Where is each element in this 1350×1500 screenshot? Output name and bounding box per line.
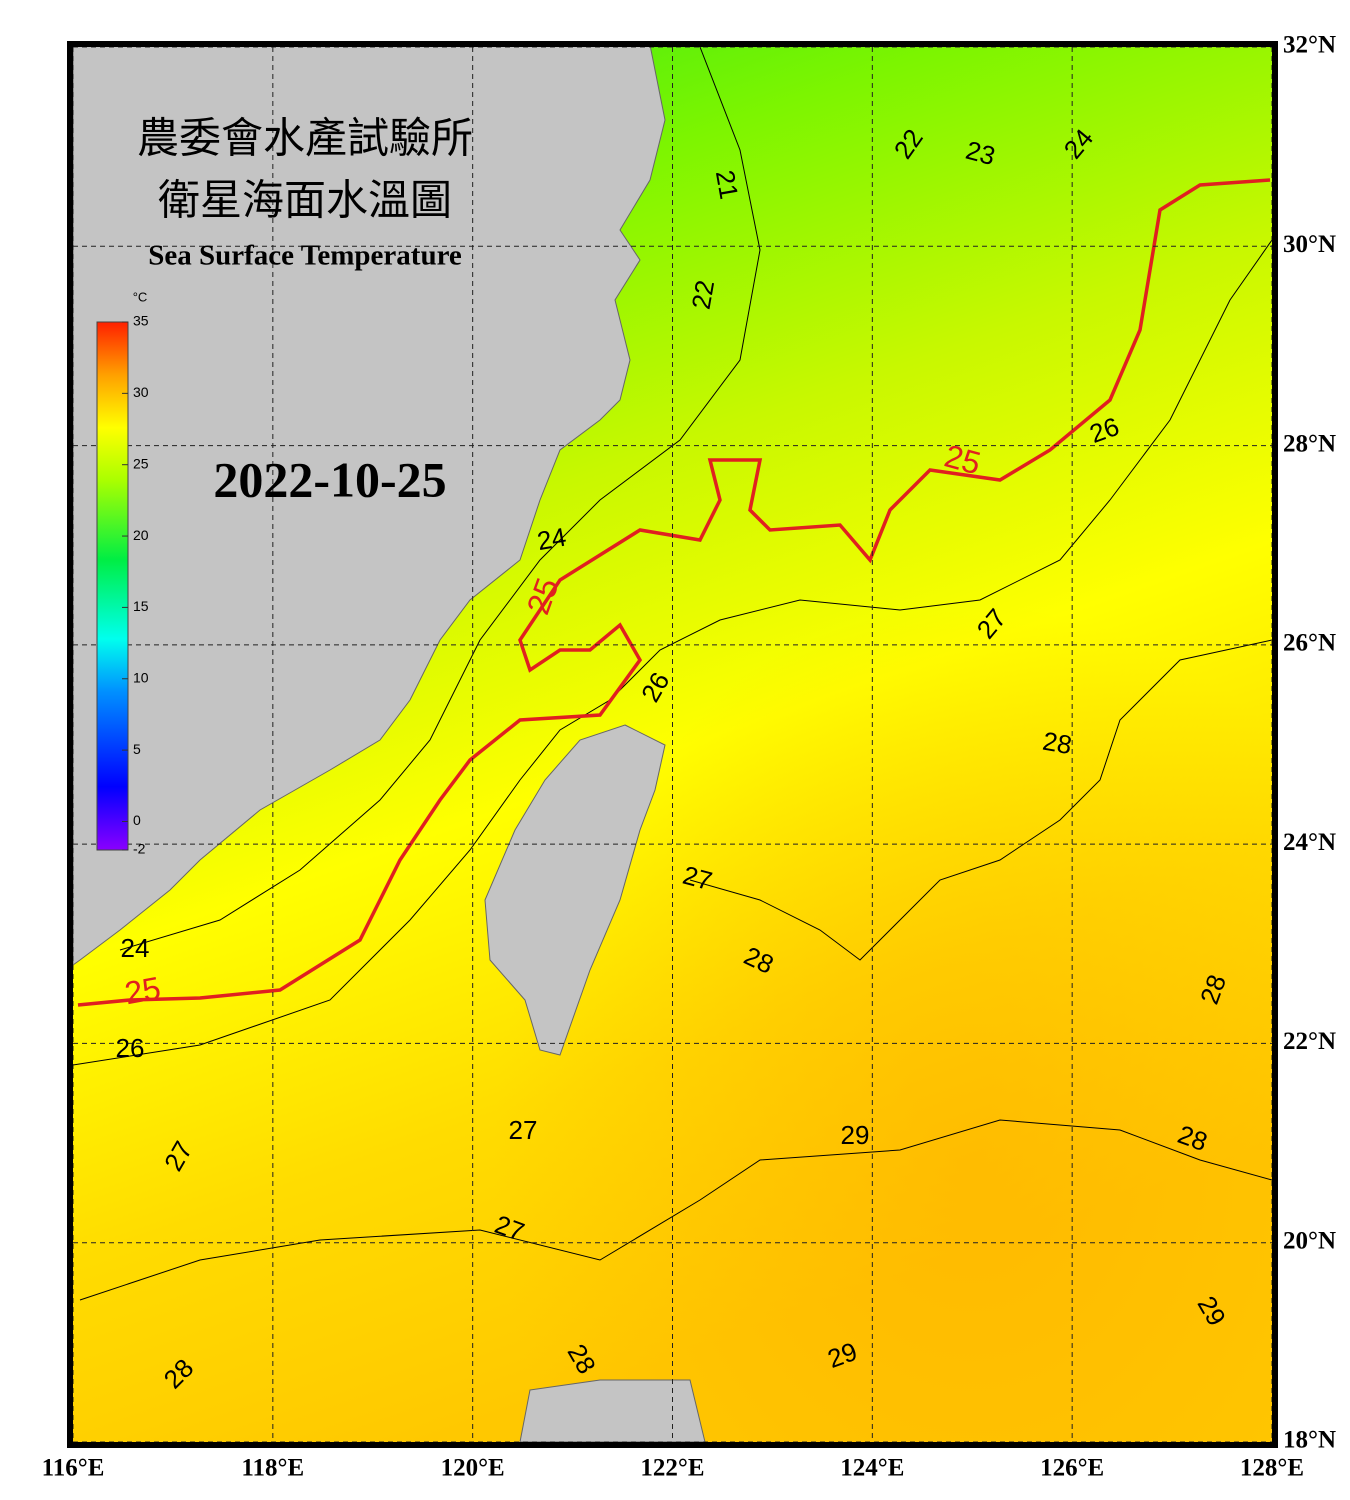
colorbar-unit: °C [133, 289, 148, 304]
contour-line [73, 239, 1272, 1066]
lat-label: 28°N [1283, 430, 1336, 457]
colorbar-tick-label: -2 [133, 841, 146, 857]
lat-label: 30°N [1283, 231, 1336, 258]
colorbar-tick-label: 35 [133, 313, 149, 329]
lat-label: 18°N [1283, 1427, 1336, 1454]
lon-label: 118°E [241, 1455, 304, 1482]
lon-label: 124°E [840, 1455, 904, 1482]
lat-label: 26°N [1283, 630, 1336, 657]
contour-line [79, 1119, 1272, 1301]
contour-label: 29 [841, 1120, 870, 1150]
contour-label: 24 [535, 522, 569, 557]
lat-label: 22°N [1283, 1028, 1336, 1055]
lon-label: 122°E [640, 1455, 704, 1482]
land-taiwan [484, 724, 666, 1056]
lon-label: 116°E [42, 1455, 105, 1482]
colorbar-tick-label: 10 [133, 669, 149, 685]
land-luzon [519, 1379, 706, 1442]
axes: 116°E 118°E 120°E 122°E 124°E 126°E 128°E 32°N 3… [42, 32, 1336, 1482]
subtitle: 衛星海面水溫圖 [158, 179, 452, 225]
land-china [73, 47, 666, 966]
lon-label: 126°E [1040, 1455, 1104, 1482]
date: 2022-10-25 [213, 451, 446, 507]
colorbar-tick-label: 15 [133, 598, 149, 614]
frame [67, 41, 1278, 1448]
colorbar-tick-label: 25 [133, 455, 149, 471]
colorbar-tick-label: 20 [133, 527, 149, 543]
lon-label: 128°E [1240, 1455, 1304, 1482]
lon-label: 120°E [441, 1455, 505, 1482]
contour-label: 21 [710, 168, 745, 202]
colorbar-tick-label: 30 [133, 384, 149, 400]
colorbar [96, 321, 129, 851]
contour-label: 28 [1041, 726, 1075, 761]
contour-line [689, 639, 1272, 961]
contour-label: 26 [116, 1033, 145, 1063]
grid [73, 47, 1272, 1442]
contour-line [119, 47, 761, 951]
lat-label: 24°N [1283, 829, 1336, 856]
colorbar-tick-label: 5 [133, 741, 141, 757]
lat-label: 32°N [1283, 32, 1336, 59]
contour-label: 27 [509, 1115, 538, 1145]
isotherm-25 [77, 178, 1271, 1007]
contour-label: 24 [121, 933, 150, 963]
contour-label: 22 [686, 278, 721, 312]
english-title: Sea Surface Temperature [148, 240, 462, 272]
colorbar-tick-label: 0 [133, 812, 141, 828]
lat-label: 20°N [1283, 1227, 1336, 1254]
contour-label: 25 [122, 970, 163, 1012]
title: 農委會水產試驗所 [137, 116, 473, 163]
